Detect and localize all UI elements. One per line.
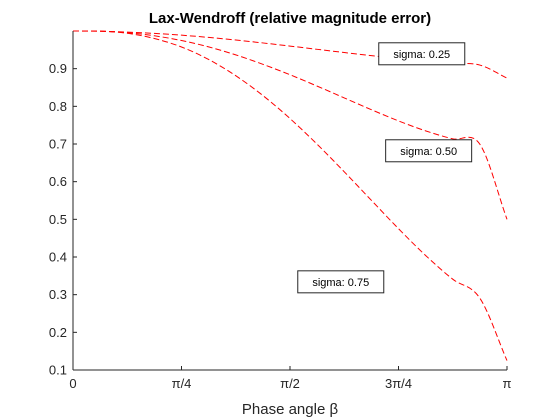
y-tick-label: 0.5 (49, 212, 67, 227)
annotation-label: sigma: 0.50 (400, 146, 457, 158)
x-tick-label: 3π/4 (385, 376, 412, 391)
y-tick-label: 0.1 (49, 363, 67, 378)
annotations: sigma: 0.25 sigma: 0.50 sigma: 0.75 (297, 42, 473, 294)
y-tick-label: 0.8 (49, 99, 67, 114)
y-tick-label: 0.3 (49, 287, 67, 302)
x-tick-label: 0 (69, 376, 76, 391)
tick-labels: 0 π/4 π/2 3π/4 π 0.1 0.2 0.3 0.4 0.5 0.6 0.7 0.8 0.9 (49, 61, 512, 391)
y-tick-label: 0.9 (49, 61, 67, 76)
x-tick-label: π/4 (172, 376, 192, 391)
annotation-frame (385, 139, 473, 163)
y-tick-label: 0.6 (49, 174, 67, 189)
annotation-frame (378, 42, 466, 66)
x-axis-label: Phase angle β (242, 401, 339, 418)
annotation-box-1: sigma: 0.25 (378, 42, 466, 66)
y-tick-label: 0.2 (49, 325, 67, 340)
series-line-2 (72, 30, 508, 220)
x-tick-label: π (503, 376, 512, 391)
annotation-frame (297, 270, 385, 294)
annotation-box-3: sigma: 0.75 (297, 270, 385, 294)
plot-area (73, 31, 507, 370)
x-tick-label: π/2 (280, 376, 300, 391)
y-tick-label: 0.7 (49, 137, 67, 152)
annotation-label: sigma: 0.75 (312, 277, 369, 289)
annotation-box-2: sigma: 0.50 (385, 139, 473, 163)
chart-title: Lax-Wendroff (relative magnitude error) (149, 10, 431, 27)
axes (72, 31, 508, 371)
series-line-3 (72, 30, 508, 361)
y-tick-label: 0.4 (49, 250, 67, 265)
annotation-label: sigma: 0.25 (393, 49, 450, 61)
